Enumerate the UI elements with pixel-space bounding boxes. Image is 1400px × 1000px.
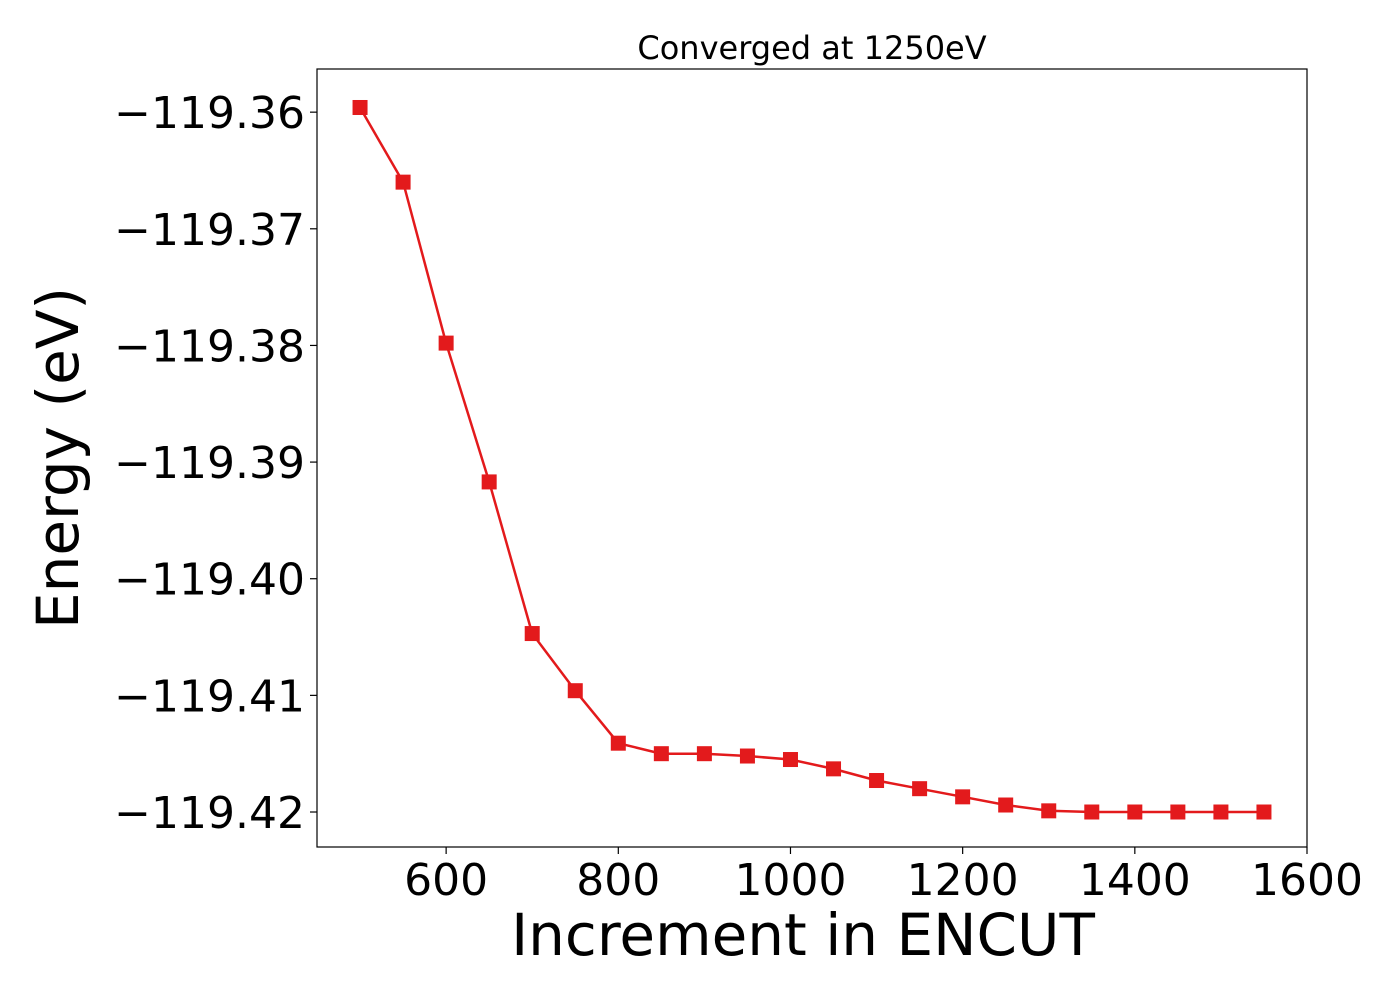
data-point [1084, 804, 1100, 820]
plot-area [316, 68, 1308, 848]
x-tick-label: 1200 [907, 855, 1019, 906]
data-point [567, 683, 583, 699]
y-tick-label: −119.36 [114, 88, 305, 139]
data-point [826, 761, 842, 777]
x-tick-label: 800 [576, 855, 660, 906]
data-point [998, 797, 1014, 813]
x-tick-label: 1000 [734, 855, 846, 906]
y-tick-label: −119.37 [114, 205, 305, 256]
y-axis: −119.36 −119.37 −119.38 −119.39 −119.40 −119.… [114, 88, 317, 839]
chart-title: Converged at 1250eV [637, 29, 986, 67]
data-point [869, 773, 885, 789]
data-point [912, 781, 928, 797]
data-point [1213, 804, 1229, 820]
data-point [610, 735, 626, 751]
data-point [696, 746, 712, 762]
data-point [739, 748, 755, 764]
data-point [481, 474, 497, 490]
data-point [1041, 803, 1057, 819]
data-point [653, 746, 669, 762]
x-tick-label: 1600 [1251, 855, 1363, 906]
data-point [395, 174, 411, 190]
data-point [1256, 804, 1272, 820]
y-tick-label: −119.42 [114, 788, 305, 839]
data-point [1170, 804, 1186, 820]
series-layer [352, 99, 1272, 820]
data-point [955, 789, 971, 805]
series-line [358, 106, 1264, 814]
data-point [438, 335, 454, 351]
data-point [524, 626, 540, 642]
y-axis-label: Energy (eV) [24, 287, 92, 629]
x-tick-label: 1400 [1079, 855, 1191, 906]
y-tick-label: −119.39 [114, 438, 305, 489]
x-tick-label: 600 [404, 855, 488, 906]
data-point [352, 99, 368, 115]
y-tick-label: −119.41 [114, 671, 305, 722]
y-tick-label: −119.40 [114, 555, 305, 606]
data-point [782, 752, 798, 768]
x-axis: 600 800 1000 1200 1400 1600 [404, 847, 1363, 906]
y-tick-label: −119.38 [114, 321, 305, 372]
x-axis-label: Increment in ENCUT [511, 901, 1095, 969]
data-point [1127, 804, 1143, 820]
